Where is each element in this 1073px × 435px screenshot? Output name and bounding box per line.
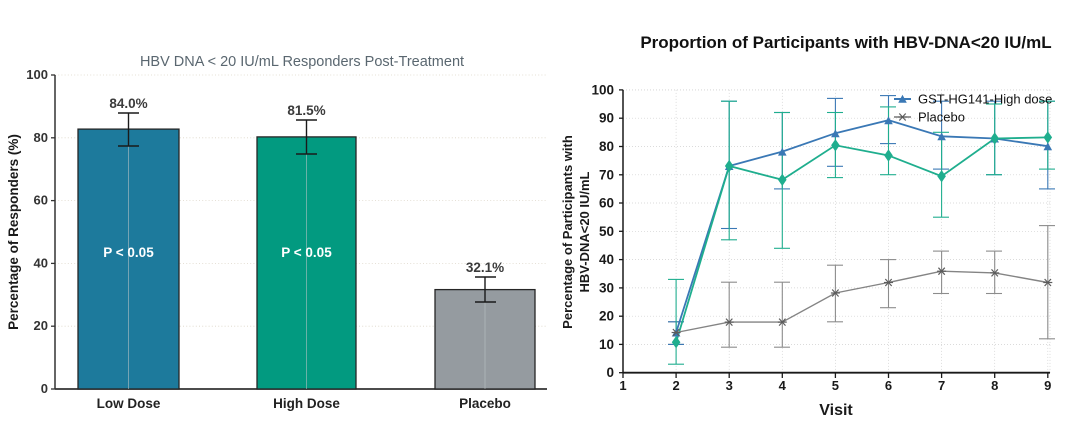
svg-text:9: 9 [1044, 378, 1051, 393]
svg-text:3: 3 [726, 378, 733, 393]
svg-text:100: 100 [26, 67, 48, 82]
svg-text:100: 100 [591, 83, 614, 98]
svg-text:60: 60 [599, 196, 614, 211]
svg-text:32.1%: 32.1% [466, 260, 504, 275]
svg-text:8: 8 [991, 378, 998, 393]
svg-text:7: 7 [938, 378, 945, 393]
svg-text:40: 40 [34, 255, 48, 270]
svg-text:P < 0.05: P < 0.05 [103, 245, 154, 260]
svg-text:Visit: Visit [819, 402, 853, 419]
svg-text:70: 70 [599, 167, 614, 182]
svg-text:90: 90 [599, 111, 614, 126]
svg-text:50: 50 [599, 224, 614, 239]
svg-text:High Dose: High Dose [273, 396, 340, 411]
svg-text:20: 20 [34, 318, 48, 333]
svg-text:Low Dose: Low Dose [97, 396, 161, 411]
svg-text:20: 20 [599, 309, 614, 324]
svg-text:6: 6 [885, 378, 892, 393]
svg-text:10: 10 [599, 337, 614, 352]
svg-text:1: 1 [619, 378, 626, 393]
svg-text:80: 80 [34, 130, 48, 145]
svg-text:Proportion of Participants wit: Proportion of Participants with HBV-DNA<… [640, 33, 1051, 52]
svg-text:HBV-DNA<20 IU/mL: HBV-DNA<20 IU/mL [577, 171, 592, 292]
svg-text:Placebo: Placebo [918, 110, 965, 125]
svg-text:80: 80 [599, 139, 614, 154]
svg-text:Percentage of Participants wit: Percentage of Participants with [560, 135, 575, 329]
svg-text:4: 4 [779, 378, 787, 393]
svg-text:81.5%: 81.5% [287, 103, 325, 118]
svg-text:Percentage of Responders (%): Percentage of Responders (%) [6, 134, 21, 330]
svg-text:0: 0 [41, 381, 48, 396]
svg-text:Placebo: Placebo [459, 396, 511, 411]
svg-text:HBV DNA < 20 IU/mL Responders: HBV DNA < 20 IU/mL Responders Post-Treat… [140, 54, 464, 70]
svg-text:30: 30 [599, 280, 614, 295]
svg-text:40: 40 [599, 252, 614, 267]
svg-text:84.0%: 84.0% [109, 96, 147, 111]
svg-text:5: 5 [832, 378, 839, 393]
svg-text:60: 60 [34, 193, 48, 208]
svg-text:P < 0.05: P < 0.05 [281, 245, 332, 260]
svg-text:0: 0 [606, 365, 614, 380]
svg-text:GST-HG141-High dose: GST-HG141-High dose [918, 92, 1052, 107]
svg-text:2: 2 [672, 378, 679, 393]
